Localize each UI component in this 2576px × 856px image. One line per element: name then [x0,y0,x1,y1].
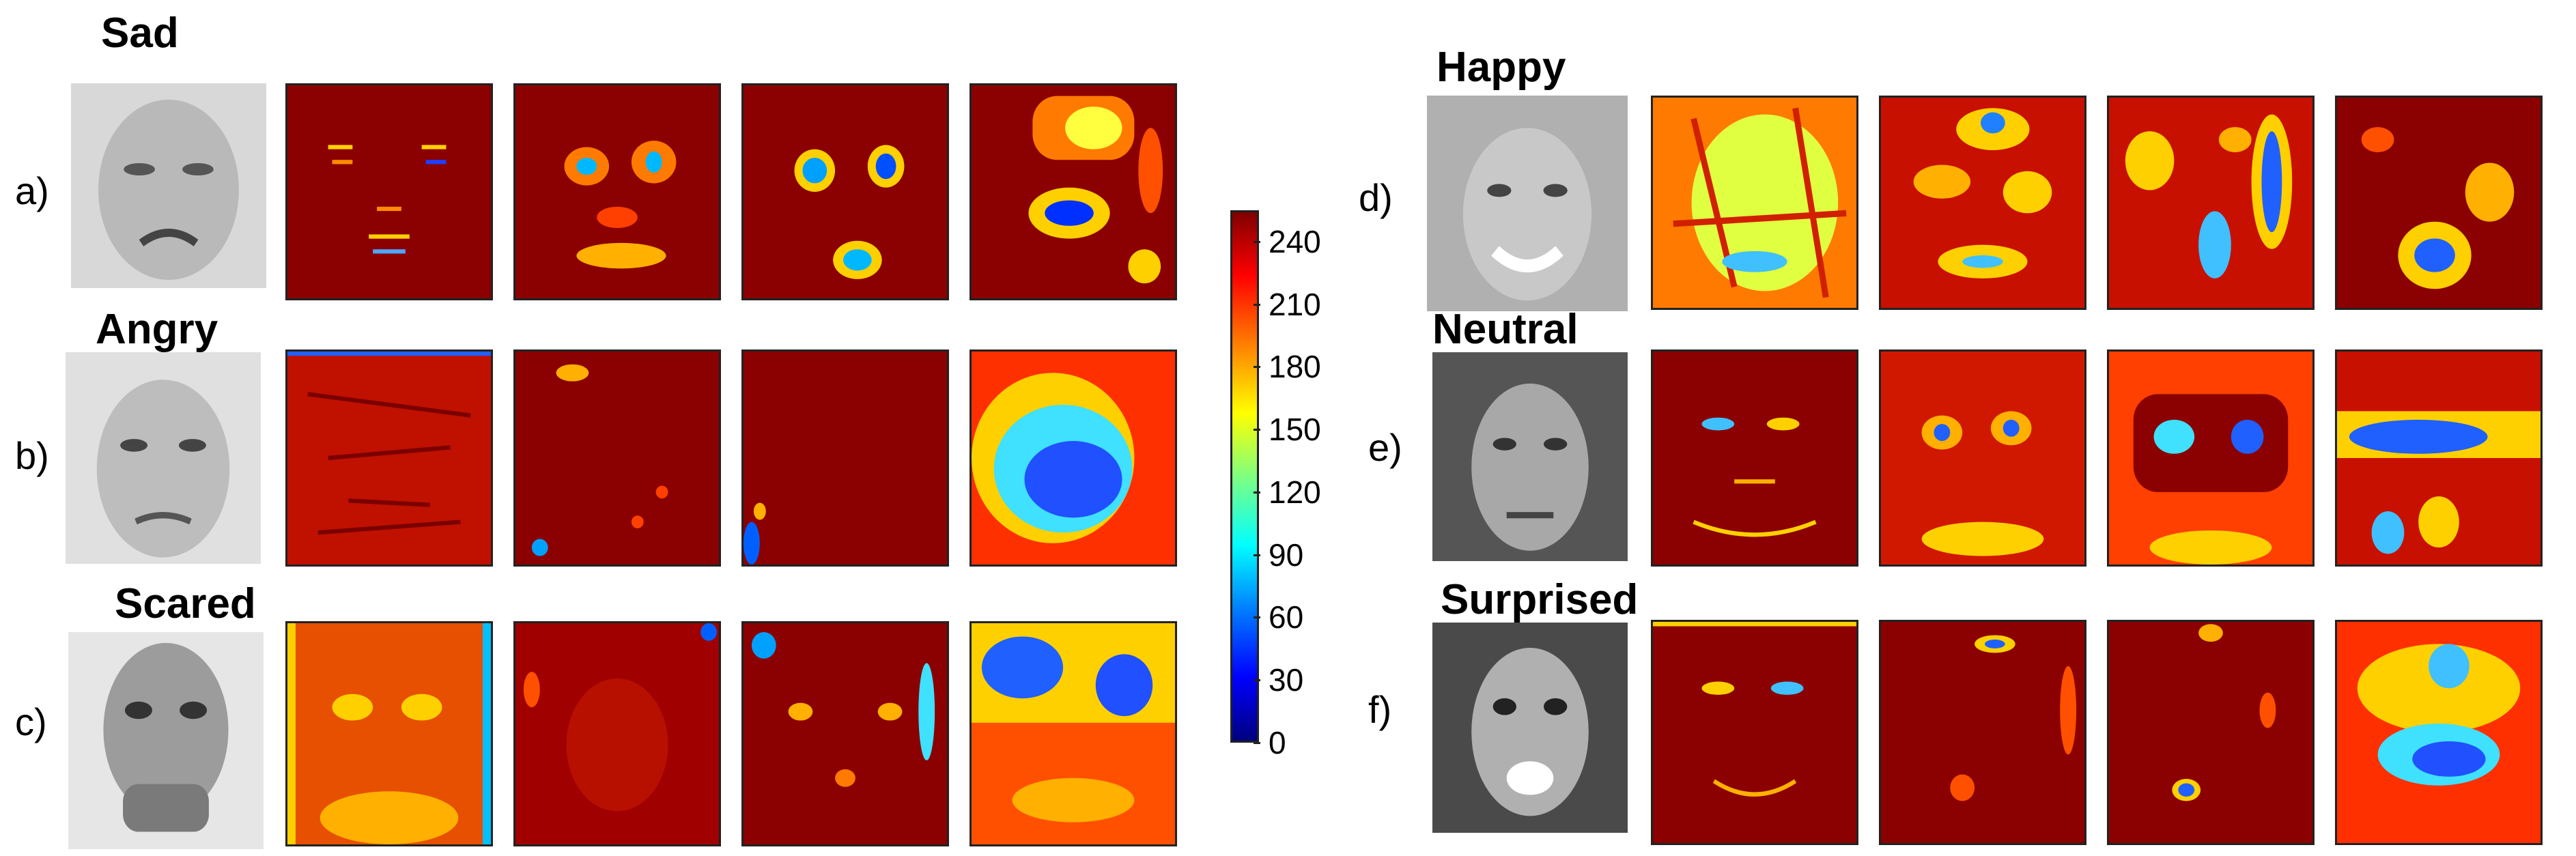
colorbar-tick-mark [1254,366,1260,369]
row-label-b: b) [15,434,49,477]
feature-map-sad-1 [285,83,493,300]
row-label-e: e) [1368,426,1402,469]
colorbar-tick-mark [1254,240,1260,243]
colorbar-tick-label: 150 [1269,412,1321,448]
feature-map-angry-4 [969,349,1177,567]
feature-map-sad-4 [969,83,1177,300]
row-label-f: f) [1368,688,1392,731]
feature-map-angry-1 [285,349,493,567]
feature-map-neutral-3 [2107,349,2315,567]
feature-map-happy-1 [1651,96,1858,310]
row-label-c: c) [15,700,47,743]
feature-map-surprised-2 [1879,620,2086,845]
feature-map-sad-2 [513,83,721,300]
colorbar-tick-mark [1254,491,1260,494]
label-surprised: Surprised [1441,576,1639,623]
feature-map-angry-2 [513,349,721,567]
colorbar-tick-mark [1254,616,1260,619]
colorbar-tick-label: 0 [1269,725,1286,760]
colorbar-tick-mark [1254,429,1260,431]
colorbar-tick-label: 30 [1269,662,1304,698]
feature-map-happy-3 [2107,96,2315,310]
face-photo-angry [66,352,261,564]
colorbar-tick-label: 180 [1269,349,1321,385]
face-photo-happy [1427,96,1628,311]
feature-map-scared-1 [285,621,493,846]
colorbar-tick-label: 240 [1269,223,1321,259]
colorbar-tick-label: 120 [1269,474,1321,510]
feature-map-surprised-4 [2335,620,2543,845]
colorbar-tick-label: 60 [1269,599,1304,636]
row-label-d: d) [1359,176,1393,219]
feature-map-neutral-2 [1879,349,2086,567]
label-neutral: Neutral [1432,306,1579,353]
colorbar-tick-label: 90 [1269,537,1304,573]
feature-map-angry-3 [741,349,949,567]
face-photo-sad [71,83,266,288]
feature-map-sad-3 [741,83,949,300]
feature-map-neutral-1 [1651,349,1858,567]
colorbar-tick-label: 210 [1269,286,1321,322]
feature-map-scared-3 [741,621,949,846]
feature-map-happy-2 [1879,96,2086,310]
feature-map-scared-4 [969,621,1177,846]
feature-map-scared-2 [513,621,721,846]
label-scared: Scared [115,580,256,627]
colorbar-tick-mark [1254,303,1260,306]
face-photo-neutral [1432,352,1628,561]
feature-map-surprised-1 [1651,620,1858,845]
feature-map-neutral-4 [2335,349,2543,567]
feature-map-happy-4 [2335,96,2543,310]
row-label-a: a) [15,169,49,212]
face-photo-scared [68,632,264,849]
colorbar-tick-mark [1254,742,1260,744]
face-photo-surprised [1432,623,1628,833]
label-angry: Angry [96,306,218,353]
colorbar-tick-mark [1254,554,1260,556]
label-sad: Sad [101,10,179,57]
label-happy: Happy [1436,44,1566,91]
feature-map-surprised-3 [2107,620,2315,845]
colorbar [1230,210,1259,743]
colorbar-tick-mark [1254,679,1260,682]
